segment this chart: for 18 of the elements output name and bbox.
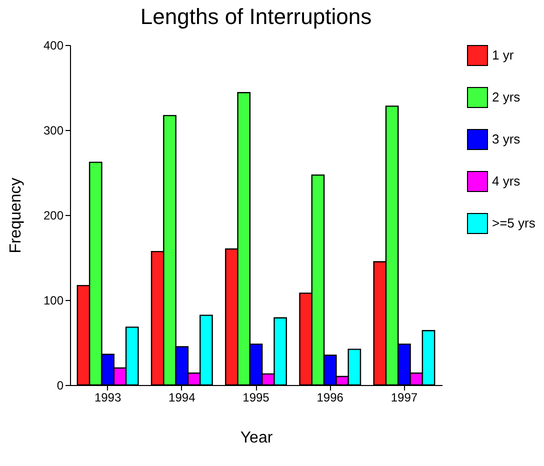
x-tick-label: 1997 [390,390,418,404]
x-axis-title: Year [240,430,274,446]
x-tick-label: 1995 [242,390,270,404]
y-tick-label: 0 [56,378,64,392]
x-tick-label: 1994 [168,390,196,404]
y-axis-title: Frequency [7,178,24,254]
x-tick-label: 1993 [94,390,122,404]
legend-label: 3 yrs [492,132,521,146]
y-tick-label: 100 [43,294,64,308]
legend-label: >=5 yrs [492,216,536,230]
x-tick-label: 1996 [316,390,344,404]
legend-label: 4 yrs [492,174,521,188]
y-tick-label: 300 [43,124,64,138]
legend-label: 1 yr [492,48,514,62]
y-tick-label: 200 [43,208,64,222]
legend-label: 2 yrs [492,90,521,104]
chart-title: Lengths of Interruptions [140,4,372,29]
y-tick-label: 400 [43,38,64,52]
